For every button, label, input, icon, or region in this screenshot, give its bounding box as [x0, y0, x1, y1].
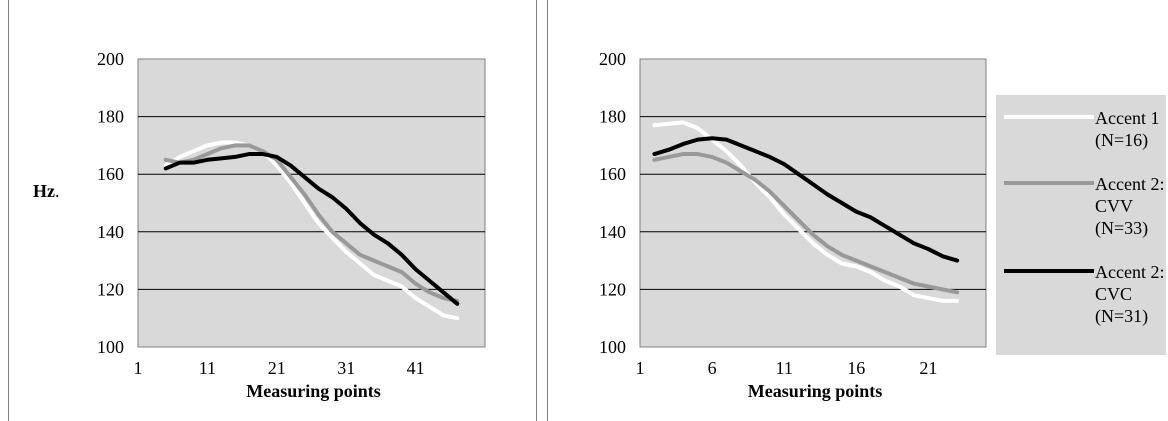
legend-box — [996, 95, 1166, 355]
x-tick-label: 11 — [199, 358, 216, 378]
y-axis-label: Hz. — [33, 181, 60, 201]
x-tick-label: 6 — [708, 358, 717, 378]
y-tick-label: 200 — [97, 49, 124, 69]
plot-area — [639, 58, 987, 348]
y-tick-label: 160 — [599, 164, 626, 184]
y-tick-label: 180 — [599, 107, 626, 127]
y-tick-label: 120 — [599, 279, 626, 299]
x-axis-label: Measuring points — [748, 381, 883, 401]
x-tick-label: 1 — [636, 358, 645, 378]
legend-label: (N=16) — [1095, 130, 1148, 151]
x-tick-label: 16 — [847, 358, 865, 378]
series-line-1 — [652, 120, 960, 303]
legend-label: CVC — [1095, 284, 1132, 304]
chart-panel-left: 100 120 140 160 180 200 1 11 21 31 41 Measuring poi… — [8, 0, 537, 421]
y-tick-label: 120 — [97, 279, 124, 299]
legend-label: (N=33) — [1095, 218, 1148, 239]
series-line-3 — [163, 152, 460, 306]
x-tick-label: 21 — [268, 358, 286, 378]
series-line-2 — [163, 143, 460, 303]
x-tick-label: 11 — [775, 358, 792, 378]
y-tick-label: 140 — [599, 222, 626, 242]
legend-label: (N=31) — [1095, 306, 1148, 327]
x-axis-label: Measuring points — [246, 381, 381, 401]
y-tick-label: 200 — [599, 49, 626, 69]
x-tick-label: 31 — [337, 358, 355, 378]
series-line-2 — [652, 152, 960, 295]
series-line-1 — [163, 140, 460, 321]
x-tick-label: 21 — [919, 358, 937, 378]
y-tick-label: 180 — [97, 107, 124, 127]
legend-label: Accent 2: — [1095, 262, 1164, 282]
y-tick-label: 140 — [97, 222, 124, 242]
y-tick-label: 100 — [599, 337, 626, 357]
legend-label: CVV — [1095, 196, 1133, 216]
y-tick-label: 100 — [97, 337, 124, 357]
y-tick-label: 160 — [97, 164, 124, 184]
legend-label: Accent 1 — [1095, 108, 1159, 128]
chart-panel-right: 100 120 140 160 180 200 1 6 11 16 21 Measuring poin… — [547, 0, 1168, 421]
x-tick-label: 1 — [134, 358, 143, 378]
x-tick-label: 41 — [407, 358, 425, 378]
legend-label: Accent 2: — [1095, 174, 1164, 194]
series-line-3 — [652, 136, 960, 263]
